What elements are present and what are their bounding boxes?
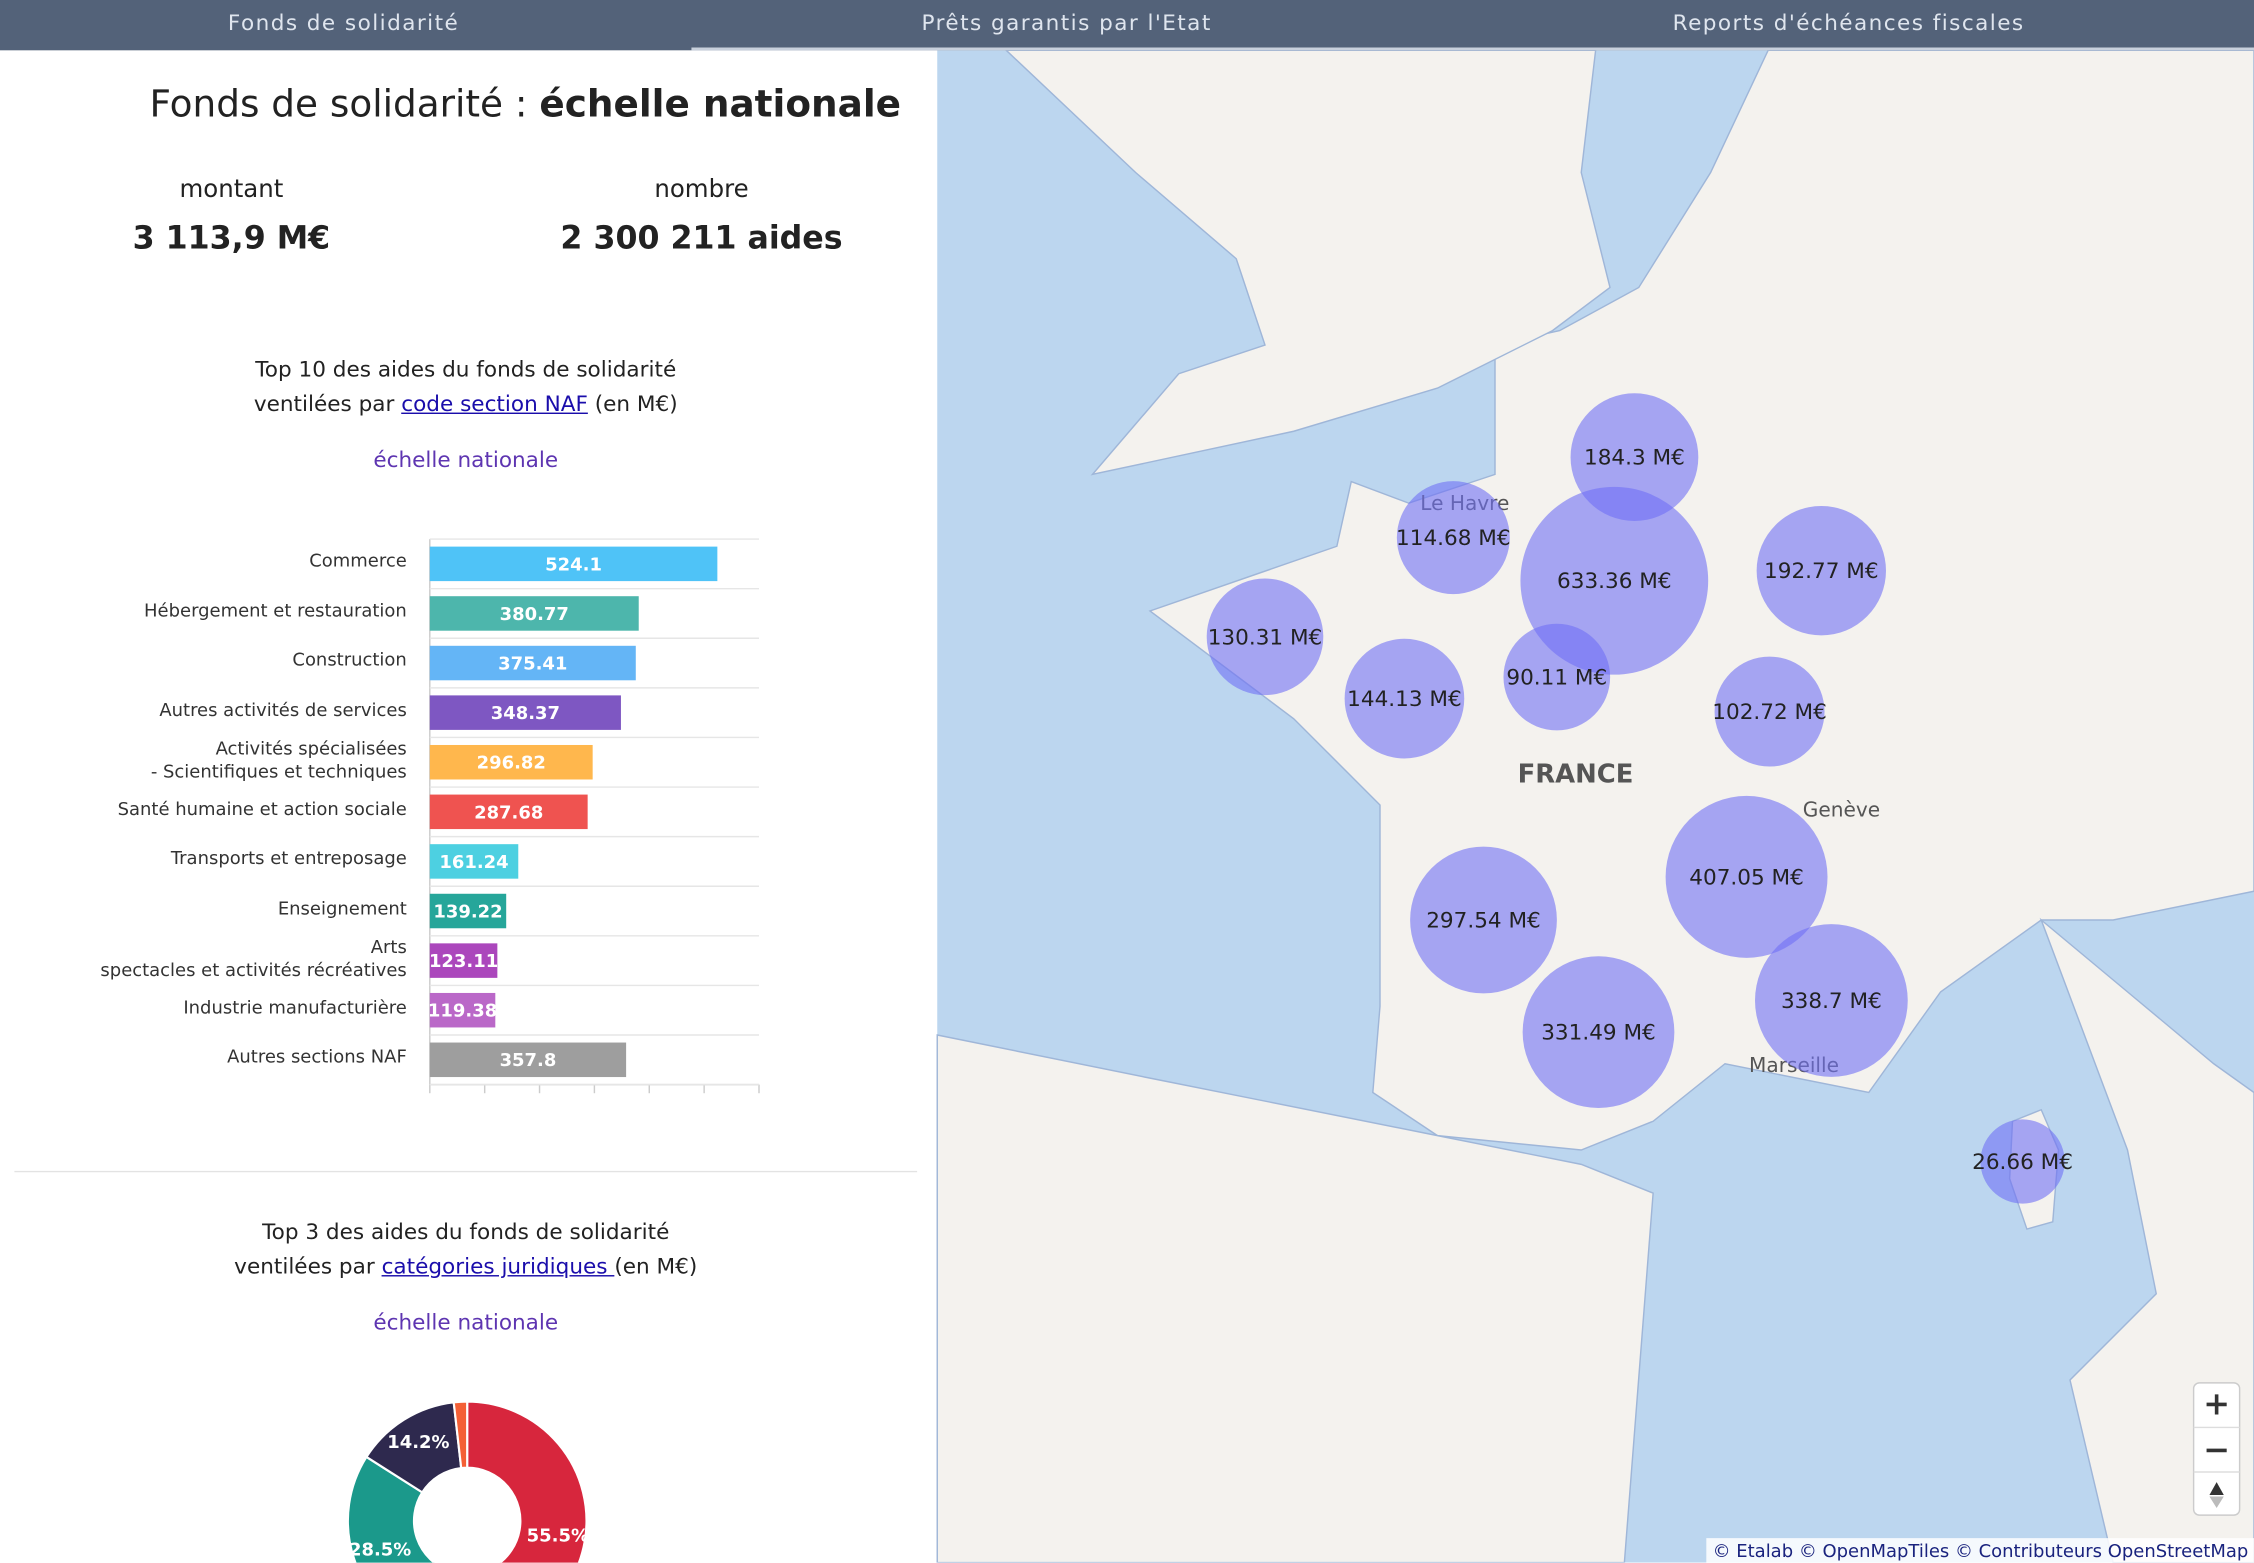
chart-title-suffix: (en M€) (614, 1253, 698, 1280)
nav-tab: Fonds de solidarité (227, 10, 460, 36)
value-label: 380.77 (500, 604, 569, 625)
value-label: 348.37 (491, 703, 560, 724)
map-place-label: FRANCE (1518, 759, 1634, 789)
bubble (1755, 924, 1908, 1077)
nav-tab: Prêts garantis par l'Etat (921, 10, 1212, 36)
bubble (1714, 656, 1825, 767)
stat-label: montant (179, 175, 284, 205)
bar (429, 893, 507, 929)
chart-title-link[interactable]: catégories juridiques (381, 1253, 615, 1280)
title-text: Fonds de solidarité : (149, 83, 540, 127)
bubble (1503, 623, 1611, 731)
chart-title: ventilées par catégories juridiques (en … (106, 1254, 825, 1280)
bubble (1756, 506, 1886, 636)
bubble-label: 338.7 M€ (1781, 989, 1882, 1014)
value-label: 161.24 (439, 852, 508, 873)
map-uk (1004, 49, 1611, 476)
slice-label: 14.2% (387, 1432, 449, 1453)
slice-label: 55.5% (527, 1526, 589, 1547)
category-label: Transports et entreposage (170, 847, 407, 869)
value-label: 375.41 (498, 653, 567, 674)
bubble-label: 331.49 M€ (1541, 1021, 1656, 1046)
slice-label: 28.5% (349, 1540, 411, 1561)
pie-slice (452, 1400, 469, 1470)
chart-title-link[interactable]: code section NAF (401, 391, 588, 417)
value-label: 357.8 (500, 1050, 557, 1071)
category-label: Arts spectacles et activités récréatives (100, 936, 407, 981)
bar (429, 695, 621, 730)
value-label: 296.82 (477, 753, 546, 774)
compass[interactable] (2209, 1482, 2224, 1508)
pie-slice (466, 1400, 588, 1563)
value-label: 524.1 (545, 554, 602, 575)
map-spain (936, 1034, 1654, 1563)
page-title: Fonds de solidarité : échelle nationale (150, 83, 902, 126)
nav-tab: Reports d'échéances fiscales (1672, 10, 2025, 36)
bar (429, 546, 718, 582)
stat-label: nombre (654, 175, 749, 205)
bubble-label: 184.3 M€ (1584, 446, 1685, 471)
chart-title: Top 3 des aides du fonds de solidarité (262, 1219, 670, 1245)
bubble-label: 26.66 M€ (1972, 1150, 2073, 1175)
category-label: Autres sections NAF (227, 1045, 407, 1067)
bubble (1396, 481, 1510, 595)
nav-bar (0, 0, 2254, 51)
zoom-control (2192, 1382, 2241, 1516)
value-label: 139.22 (433, 901, 502, 922)
bubble (1206, 578, 1324, 696)
bubble-label: 407.05 M€ (1689, 865, 1804, 890)
bubble-label: 144.13 M€ (1347, 687, 1462, 712)
value-label: 119.38 (428, 1001, 497, 1022)
category-label: Santé humaine et action sociale (117, 797, 407, 820)
category-label: Autres activités de services (159, 698, 407, 720)
bubble (1665, 795, 1828, 958)
pie-slice (346, 1455, 437, 1563)
zoom-in[interactable] (2206, 1394, 2227, 1415)
bubble-label: 114.68 M€ (1396, 526, 1511, 551)
bar (429, 744, 593, 780)
bubble-label: 297.54 M€ (1426, 908, 1541, 933)
bar (429, 992, 496, 1028)
chart-subtitle: échelle nationale (373, 1309, 559, 1336)
chart-subtitle: échelle nationale (373, 447, 559, 473)
bubble-label: 192.77 M€ (1764, 559, 1879, 584)
bar (429, 794, 588, 830)
value-label: 123.11 (429, 951, 498, 972)
map-attribution: © Etalab © OpenMapTiles © Contributeurs … (1706, 1538, 2254, 1563)
bar (429, 943, 498, 978)
category-label: Enseignement (277, 896, 407, 919)
chart-title: Top 10 des aides du fonds de solidarité (255, 356, 677, 383)
stat-value: 2 300 211 aides (560, 221, 843, 258)
bar (429, 645, 636, 681)
value-label: 287.68 (474, 802, 543, 823)
bubble (1410, 846, 1557, 994)
bubble (1980, 1119, 2065, 1204)
bar (429, 596, 639, 631)
bubble-label: 130.31 M€ (1208, 625, 1323, 650)
stat-value: 3 113,9 M€ (132, 221, 331, 258)
bubble (1522, 956, 1675, 1108)
chart-title-text: ventilées par (253, 391, 402, 417)
bar (429, 844, 519, 879)
bar (429, 1042, 627, 1078)
category-label: Industrie manufacturière (183, 995, 407, 1018)
category-label: Hébergement et restauration (144, 599, 407, 621)
category-label: Activités spécialisées - Scientifiques e… (150, 737, 407, 783)
category-label: Construction (292, 648, 407, 671)
bubble-label: 102.72 M€ (1712, 700, 1827, 725)
bubble-label: 90.11 M€ (1506, 666, 1607, 691)
chart-title-suffix: (en M€) (587, 391, 678, 417)
map-place-label: Genève (1803, 797, 1880, 821)
bubble (1344, 638, 1465, 759)
bubble-label: 633.36 M€ (1557, 569, 1672, 594)
title-bold: échelle nationale (539, 83, 902, 127)
category-label: Commerce (309, 549, 407, 572)
chart-title: ventilées par code section NAF (en M€) (106, 391, 825, 417)
chart-title-text: ventilées par (234, 1253, 382, 1280)
